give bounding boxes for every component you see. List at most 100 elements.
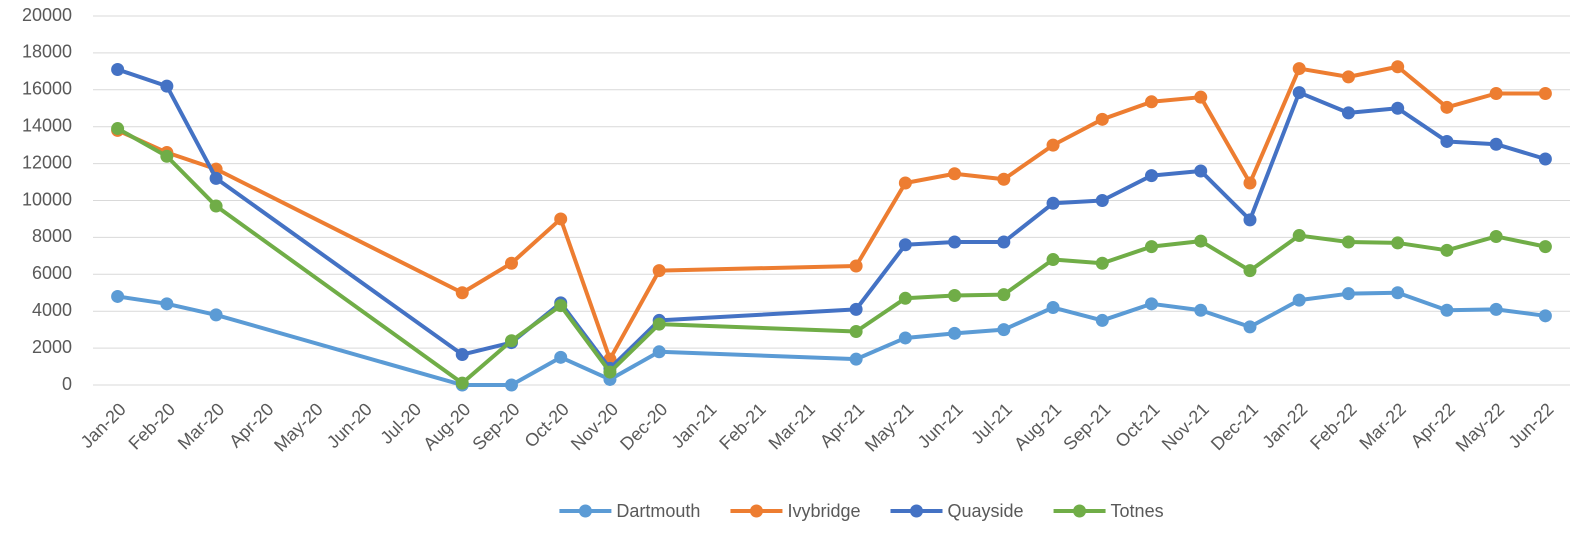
series-line: [116, 64, 1546, 362]
data-point: [1538, 309, 1552, 323]
data-point: [997, 288, 1011, 302]
data-point: [455, 286, 469, 300]
x-tick-label: Apr-20: [225, 399, 277, 451]
x-tick-label: Mar-20: [174, 399, 228, 453]
data-point: [1489, 302, 1503, 316]
x-tick-label: Jun-20: [323, 399, 376, 452]
data-point: [1391, 236, 1405, 250]
y-tick-label: 4000: [32, 300, 72, 320]
data-point: [504, 256, 518, 270]
data-point: [1391, 101, 1405, 115]
data-point: [1046, 196, 1060, 210]
data-point: [554, 212, 568, 226]
data-point: [898, 176, 912, 190]
data-point: [1440, 303, 1454, 317]
data-point: [1391, 60, 1405, 74]
data-point: [652, 345, 666, 359]
data-point: [209, 308, 223, 322]
data-point: [1292, 62, 1306, 76]
data-point: [1391, 286, 1405, 300]
data-point: [1440, 134, 1454, 148]
x-tick-label: Mar-21: [765, 399, 819, 453]
y-tick-label: 14000: [22, 115, 72, 135]
y-tick-label: 0: [62, 374, 72, 394]
data-point: [455, 348, 469, 362]
x-tick-label: Aug-20: [419, 399, 474, 454]
data-point: [997, 235, 1011, 249]
data-point: [1243, 264, 1257, 278]
data-point: [652, 317, 666, 331]
x-tick-label: May-20: [270, 399, 327, 456]
data-point: [160, 149, 174, 163]
x-tick-label: Sep-21: [1059, 399, 1114, 454]
data-point: [1145, 240, 1159, 254]
data-point: [1194, 164, 1208, 178]
data-point: [554, 299, 568, 313]
x-tick-label: Oct-20: [521, 399, 573, 451]
data-point: [160, 297, 174, 311]
data-point: [1194, 303, 1208, 317]
y-tick-label: 20000: [22, 5, 72, 25]
y-tick-label: 18000: [22, 42, 72, 62]
series-line: [116, 126, 1546, 386]
x-tick-label: Feb-20: [125, 399, 179, 453]
y-tick-label: 8000: [32, 226, 72, 246]
x-tick-label: Mar-22: [1355, 399, 1409, 453]
data-point: [849, 324, 863, 338]
legend-marker: [910, 504, 923, 518]
data-point: [1538, 240, 1552, 254]
legend-item: Quayside: [890, 501, 1024, 521]
data-point: [554, 350, 568, 364]
legend-label: Ivybridge: [787, 501, 860, 521]
x-tick-label: Jun-22: [1505, 399, 1558, 452]
x-tick-label: Jul-21: [967, 399, 1016, 448]
data-point: [1440, 243, 1454, 257]
data-point: [1341, 235, 1355, 249]
data-point: [1095, 313, 1109, 327]
data-point: [849, 259, 863, 273]
data-point: [209, 199, 223, 213]
data-point: [1145, 95, 1159, 109]
data-point: [111, 289, 125, 303]
legend-marker: [1073, 504, 1087, 518]
data-point: [603, 365, 617, 379]
x-tick-label: Apr-21: [816, 399, 868, 451]
x-tick-label: Feb-21: [715, 399, 769, 453]
data-point: [997, 323, 1011, 337]
data-point: [898, 331, 912, 345]
data-point: [898, 291, 912, 305]
data-point: [111, 63, 125, 77]
data-point: [1095, 256, 1109, 270]
data-point: [1046, 301, 1060, 315]
x-tick-label: May-22: [1452, 399, 1509, 456]
x-tick-label: Jun-21: [914, 399, 967, 452]
x-tick-label: Jan-20: [77, 399, 130, 452]
data-point: [948, 289, 962, 303]
data-point: [948, 167, 962, 181]
data-point: [1243, 320, 1257, 334]
x-tick-label: May-21: [861, 399, 918, 456]
data-point: [1243, 213, 1257, 227]
data-point: [1194, 234, 1208, 248]
data-point: [209, 171, 223, 185]
x-tick-label: Jan-21: [668, 399, 721, 452]
data-point: [1341, 287, 1355, 301]
x-tick-label: Feb-22: [1306, 399, 1360, 453]
data-point: [948, 326, 962, 340]
data-point: [1046, 253, 1060, 267]
y-tick-label: 10000: [22, 189, 72, 209]
legend-marker: [749, 504, 763, 518]
data-point: [1489, 86, 1503, 100]
y-tick-label: 6000: [32, 263, 72, 283]
data-point: [1046, 138, 1060, 152]
data-point: [1292, 293, 1306, 307]
data-point: [849, 302, 863, 316]
data-point: [1292, 229, 1306, 243]
x-tick-label: Aug-21: [1010, 399, 1065, 454]
data-point: [1440, 100, 1454, 114]
data-point: [948, 235, 962, 249]
legend-label: Quayside: [948, 501, 1024, 521]
legend-item: Dartmouth: [559, 501, 700, 521]
data-point: [1538, 86, 1552, 100]
